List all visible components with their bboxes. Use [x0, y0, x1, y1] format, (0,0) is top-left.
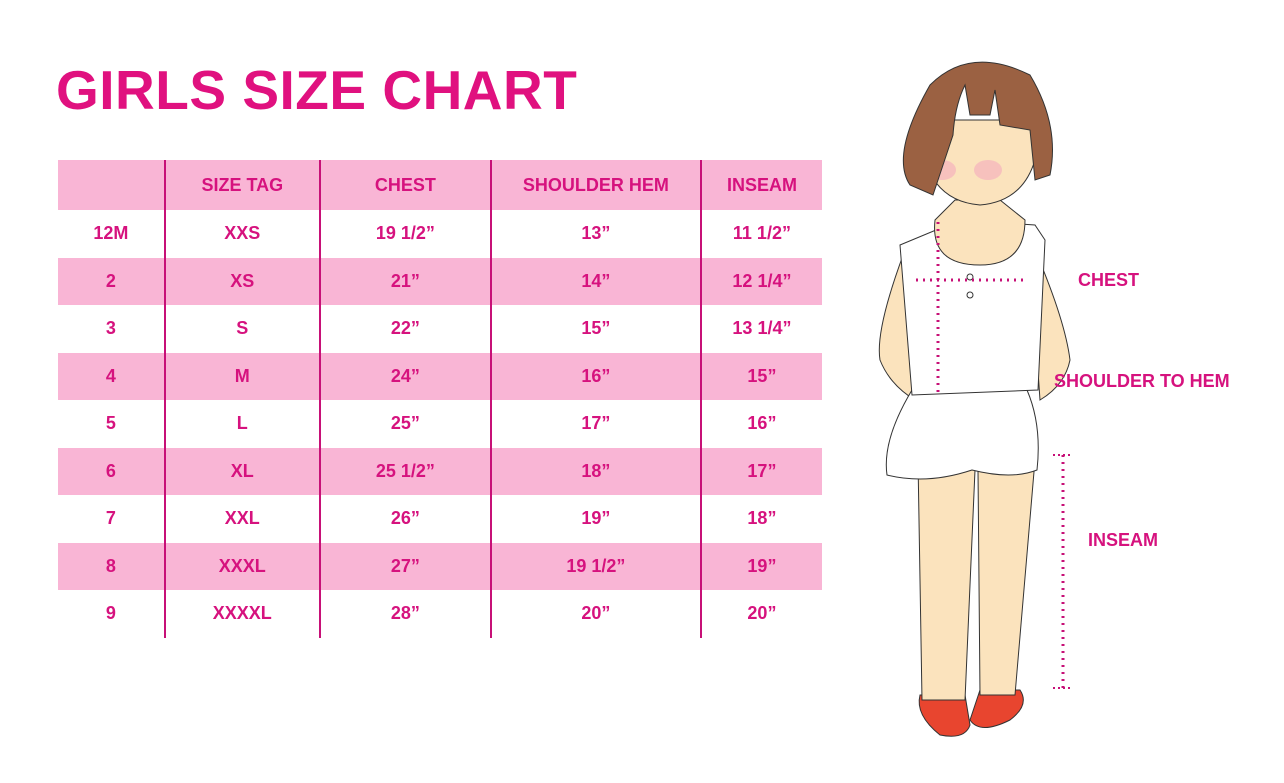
cell-shoulder-hem: 16”: [489, 352, 701, 400]
cell-chest: 21”: [318, 257, 491, 305]
table-row: 9 XXXXL 28” 20” 20”: [58, 590, 822, 638]
cell-chest: 26”: [318, 495, 491, 543]
cell-inseam: 19”: [699, 542, 822, 590]
cell-inseam: 20”: [699, 590, 822, 638]
cell-size-tag: XXXL: [163, 542, 320, 590]
cell-inseam: 11 1/2”: [699, 210, 822, 258]
table-row: 6 XL 25 1/2” 18” 17”: [58, 447, 822, 495]
cell-shoulder-hem: 13”: [489, 210, 701, 258]
cell-shoulder-hem: 19”: [489, 495, 701, 543]
cell-age: 5: [105, 413, 116, 434]
cell-inseam: 12 1/4”: [699, 257, 822, 305]
cell-shoulder-hem: 15”: [489, 305, 701, 353]
table-header-row: SIZE TAG CHEST SHOULDER HEM INSEAM: [58, 160, 822, 210]
cell-shoulder-hem: 18”: [489, 447, 701, 495]
shoulder-to-hem-label: SHOULDER TO HEM: [1054, 371, 1230, 391]
cell-chest: 22”: [318, 305, 491, 353]
cell-chest: 19 1/2”: [318, 210, 491, 258]
cell-age: 9: [105, 603, 116, 624]
cell-size-tag: M: [163, 352, 320, 400]
header-size-tag: SIZE TAG: [163, 160, 320, 210]
cell-inseam: 16”: [699, 400, 822, 448]
cell-age: 7: [105, 508, 116, 529]
cell-size-tag: XS: [163, 257, 320, 305]
table-row: 4 M 24” 16” 15”: [58, 352, 822, 400]
cell-size-tag: L: [163, 400, 320, 448]
cell-size-tag: XL: [163, 447, 320, 495]
header-age: [58, 160, 165, 210]
table-row: 5 L 25” 17” 16”: [58, 400, 822, 448]
cell-age: 4: [105, 365, 116, 386]
cell-inseam: 17”: [699, 447, 822, 495]
table-row: 7 XXL 26” 19” 18”: [58, 495, 822, 543]
cell-size-tag: S: [163, 305, 320, 353]
cell-shoulder-hem: 14”: [489, 257, 701, 305]
cell-size-tag: XXL: [163, 495, 320, 543]
cell-inseam: 18”: [699, 495, 822, 543]
chest-label: CHEST: [1078, 270, 1140, 290]
cell-chest: 25”: [318, 400, 491, 448]
cell-age: 6: [105, 460, 116, 481]
header-shoulder-hem: SHOULDER HEM: [489, 160, 701, 210]
cell-shoulder-hem: 19 1/2”: [489, 542, 701, 590]
cell-chest: 24”: [318, 352, 491, 400]
cell-age: 2: [105, 270, 116, 291]
cell-inseam: 13 1/4”: [699, 305, 822, 353]
header-chest: CHEST: [318, 160, 491, 210]
inseam-label: INSEAM: [1088, 530, 1159, 550]
cell-shoulder-hem: 17”: [489, 400, 701, 448]
cell-size-tag: XXXXL: [163, 590, 320, 638]
table-row: 3 S 22” 15” 13 1/4”: [58, 305, 822, 353]
cell-shoulder-hem: 20”: [489, 590, 701, 638]
table-row: 8 XXXL 27” 19 1/2” 19”: [58, 542, 822, 590]
cell-chest: 25 1/2”: [318, 447, 491, 495]
table-row: 2 XS 21” 14” 12 1/4”: [58, 257, 822, 305]
cell-age: 8: [105, 555, 116, 576]
girl-illustration: [860, 40, 1100, 755]
cell-age: 12M: [93, 223, 129, 244]
table-row: 12M XXS 19 1/2” 13” 11 1/2”: [58, 210, 822, 258]
cell-chest: 27”: [318, 542, 491, 590]
cell-inseam: 15”: [699, 352, 822, 400]
cell-size-tag: XXS: [163, 210, 320, 258]
cell-chest: 28”: [318, 590, 491, 638]
size-table: SIZE TAG CHEST SHOULDER HEM INSEAM 12M XX…: [58, 160, 822, 638]
cell-age: 3: [105, 318, 116, 339]
header-inseam: INSEAM: [699, 160, 822, 210]
page-title: GIRLS SIZE CHART: [56, 59, 578, 121]
